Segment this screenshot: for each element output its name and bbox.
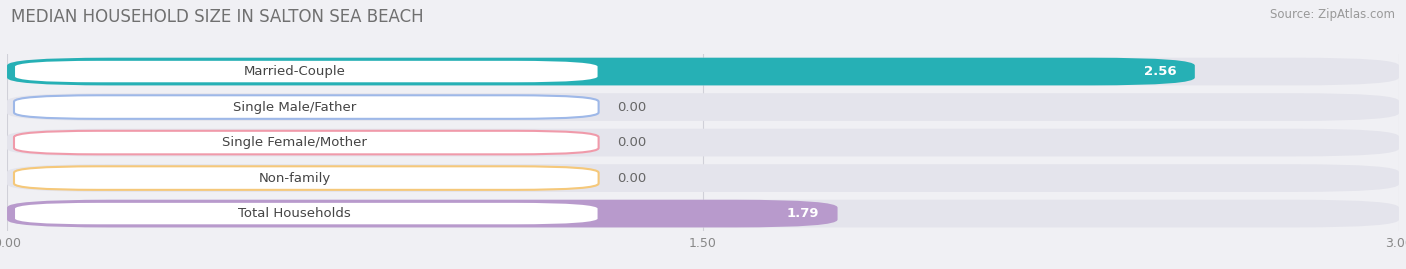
FancyBboxPatch shape: [14, 202, 599, 225]
Text: Non-family: Non-family: [259, 172, 330, 185]
FancyBboxPatch shape: [7, 129, 1399, 156]
Text: 0.00: 0.00: [617, 172, 647, 185]
FancyBboxPatch shape: [14, 166, 599, 190]
FancyBboxPatch shape: [14, 95, 599, 119]
FancyBboxPatch shape: [14, 131, 599, 154]
FancyBboxPatch shape: [7, 164, 1399, 192]
Text: Source: ZipAtlas.com: Source: ZipAtlas.com: [1270, 8, 1395, 21]
FancyBboxPatch shape: [7, 58, 1399, 85]
FancyBboxPatch shape: [7, 200, 1399, 227]
Text: 1.79: 1.79: [786, 207, 818, 220]
FancyBboxPatch shape: [7, 200, 838, 227]
Text: 2.56: 2.56: [1143, 65, 1177, 78]
Text: 0.00: 0.00: [617, 136, 647, 149]
FancyBboxPatch shape: [7, 58, 1195, 85]
Text: Total Households: Total Households: [238, 207, 352, 220]
Text: Single Male/Father: Single Male/Father: [233, 101, 356, 114]
Text: Married-Couple: Married-Couple: [243, 65, 346, 78]
Text: MEDIAN HOUSEHOLD SIZE IN SALTON SEA BEACH: MEDIAN HOUSEHOLD SIZE IN SALTON SEA BEAC…: [11, 8, 423, 26]
Text: Single Female/Mother: Single Female/Mother: [222, 136, 367, 149]
FancyBboxPatch shape: [7, 93, 1399, 121]
Text: 0.00: 0.00: [617, 101, 647, 114]
FancyBboxPatch shape: [14, 60, 599, 83]
